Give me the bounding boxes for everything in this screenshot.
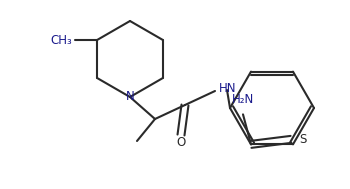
Text: O: O [176, 136, 186, 149]
Text: HN: HN [219, 83, 237, 95]
Text: H₂N: H₂N [232, 93, 254, 106]
Text: N: N [126, 91, 134, 104]
Text: CH₃: CH₃ [50, 33, 72, 46]
Text: S: S [299, 133, 306, 146]
